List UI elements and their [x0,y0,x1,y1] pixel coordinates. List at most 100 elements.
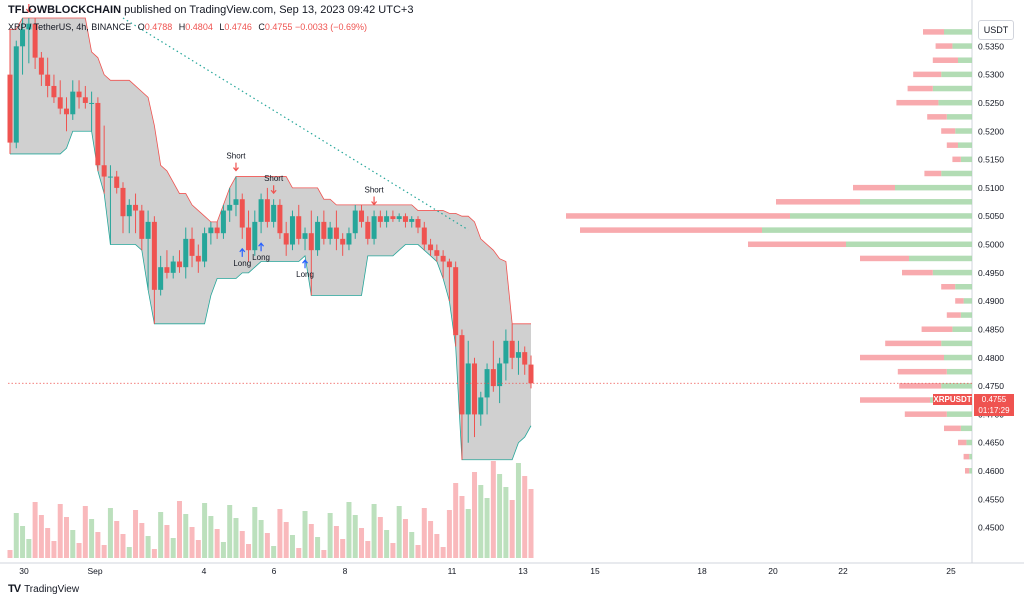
candle-body [264,199,270,222]
volume-profile-up-bar [960,156,972,163]
volume-profile-down-bar [958,439,967,446]
volume-profile-down-bar [907,85,933,92]
volume-bar [522,476,528,558]
volume-profile-down-bar [924,170,942,177]
candle-body [271,204,277,222]
price-tick-label: 0.4650 [978,438,1004,448]
price-tick-label: 0.5150 [978,155,1004,165]
volume-profile-down-bar [580,227,762,233]
candle-body [390,216,396,220]
candle-body [208,227,214,234]
candle-body [377,216,383,222]
volume-profile-down-bar [952,156,961,163]
volume-bar [176,501,182,558]
publisher-name: TFLOWBLOCKCHAIN [8,4,122,16]
volume-profile-down-bar [927,114,947,120]
volume-bar [139,523,145,558]
candle-body [164,267,170,273]
candle-body [421,227,427,245]
volume-bar [396,506,402,558]
volume-profile-up-bar [946,411,972,417]
currency-button[interactable]: USDT [978,20,1014,40]
volume-bar [315,537,321,558]
candle-body [277,204,283,234]
volume-bar [107,508,113,558]
candle-body [20,29,26,47]
volume-bar [252,507,258,558]
volume-bar [327,513,333,558]
volume-profile-down-bar [902,269,933,276]
short-signal-label: Short [226,152,246,161]
up-arrow-icon [239,247,246,257]
up-arrow-icon [302,259,308,269]
candle-body [321,221,327,239]
price-tick-label: 0.4600 [978,466,1004,476]
volume-bar [220,542,226,558]
long-signal-label: Long [233,259,251,268]
volume-bar [264,533,270,558]
candle-body [465,363,471,415]
volume-profile-down-bar [566,213,790,219]
price-tick-label: 0.4550 [978,494,1004,504]
price-tick-label: 0.5350 [978,41,1004,51]
up-arrow-icon [258,242,265,252]
candle-body [365,221,371,239]
volume-profile-up-bar [790,213,972,219]
long-signal-label: Long [296,270,314,279]
volume-profile-down-bar [899,383,942,389]
volume-bar [258,520,264,558]
candle-body [189,238,195,256]
short-signal-label: Short [264,174,284,183]
short-signal-label: Short [365,186,385,195]
time-tick-label: 20 [768,566,778,576]
candle-body [490,369,496,387]
volume-profile-down-bar [944,425,961,432]
volume-profile-up-bar [955,128,972,134]
candle-body [340,238,346,245]
volume-bar [453,483,459,558]
volume-bar [239,531,245,558]
volume-profile-down-bar [932,57,958,63]
volume-profile-up-bar [941,383,972,389]
candle-body [333,227,339,239]
volume-profile-down-bar [860,255,909,262]
price-tick-label: 0.5300 [978,70,1004,80]
volume-bar [509,500,515,558]
bar-countdown: 01:17:29 [974,405,1014,416]
volume-bar [126,547,132,558]
volume-profile-down-bar [896,99,939,106]
candle-body [503,340,509,364]
volume-profile-up-bar [944,29,972,35]
symbol-label[interactable]: XRP / TetherUS, 4h, BINANCE [8,22,132,32]
volume-profile-up-bar [909,255,972,262]
volume-bar [57,504,63,558]
volume-profile-up-bar [958,142,972,148]
high-value: 0.4804 [185,22,213,32]
volume-profile-up-bar [938,99,972,106]
candle-body [484,369,490,398]
tradingview-logo-icon: TV [8,583,21,595]
volume-profile-up-bar [960,425,972,432]
footer-brand[interactable]: TV TradingView [8,583,79,595]
volume-bar [402,519,408,558]
candle-body [170,261,176,273]
change-value: −0.0033 (−0.69%) [294,22,368,32]
time-tick-label: 30 [19,566,29,576]
volume-profile-down-bar [860,397,930,403]
candle-body [45,74,51,86]
candle-body [227,204,233,211]
candle-body [158,267,164,290]
volume-bar [446,510,452,558]
candle-body [145,221,151,239]
candle-body [528,364,534,384]
candle-body [101,165,107,177]
volume-bar [51,541,57,558]
volume-profile-up-bar [941,340,972,347]
volume-bar [365,541,371,558]
time-tick-label: 8 [343,566,348,576]
price-tick-label: 0.5100 [978,183,1004,193]
volume-bar [478,485,484,558]
volume-profile-up-bar [762,227,972,233]
candle-body [434,250,440,256]
